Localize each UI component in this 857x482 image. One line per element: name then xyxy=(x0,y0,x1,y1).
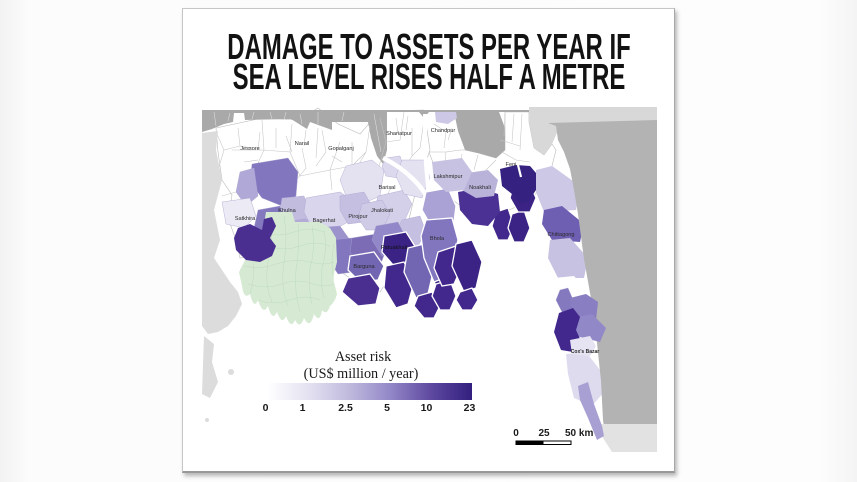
svg-text:Patuakhali: Patuakhali xyxy=(381,245,407,251)
svg-text:50 km: 50 km xyxy=(565,428,593,439)
svg-text:0: 0 xyxy=(263,402,269,414)
svg-text:Bagerhat: Bagerhat xyxy=(313,218,336,224)
svg-text:Barguna: Barguna xyxy=(353,264,375,270)
svg-text:Chandpur: Chandpur xyxy=(431,128,456,134)
svg-text:(US$ million / year): (US$ million / year) xyxy=(304,366,419,382)
svg-text:Jhalokati: Jhalokati xyxy=(371,208,393,214)
svg-text:Cox's Bazar: Cox's Bazar xyxy=(571,349,599,355)
svg-text:10: 10 xyxy=(421,402,433,414)
svg-text:Chittagong: Chittagong xyxy=(547,232,574,238)
svg-text:Gopalganj: Gopalganj xyxy=(328,146,354,152)
svg-text:23: 23 xyxy=(464,402,476,414)
svg-text:1: 1 xyxy=(300,402,306,414)
svg-text:Pirojpur: Pirojpur xyxy=(348,214,367,220)
svg-text:Shariatpur: Shariatpur xyxy=(386,131,412,137)
svg-text:Khulna: Khulna xyxy=(278,208,296,214)
svg-text:Satkhira: Satkhira xyxy=(235,216,256,222)
svg-text:Bhola: Bhola xyxy=(430,236,445,242)
svg-text:Noakhali: Noakhali xyxy=(469,185,491,191)
svg-text:5: 5 xyxy=(384,402,390,414)
svg-text:Lakshmipur: Lakshmipur xyxy=(434,174,463,180)
svg-text:Barisal: Barisal xyxy=(378,185,395,191)
svg-text:0: 0 xyxy=(513,428,519,439)
svg-text:Narail: Narail xyxy=(295,141,310,147)
svg-text:Jessore: Jessore xyxy=(240,146,260,152)
svg-text:Asset risk: Asset risk xyxy=(335,349,392,365)
svg-text:2.5: 2.5 xyxy=(338,402,353,414)
svg-text:25: 25 xyxy=(538,428,550,439)
svg-text:Feni: Feni xyxy=(506,162,517,168)
